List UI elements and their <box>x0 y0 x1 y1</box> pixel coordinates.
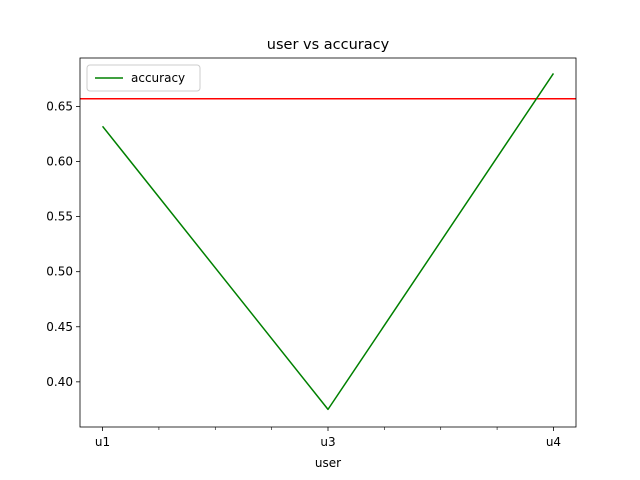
y-tick-label-1: 0.45 <box>46 320 73 334</box>
y-tick-label-4: 0.60 <box>46 155 73 169</box>
y-tick-label-5: 0.65 <box>46 99 73 113</box>
plot-frame <box>79 57 577 428</box>
plot-area: 0.40 0.45 0.50 0.55 0.60 0.65 u1 u3 u4 accuracy <box>46 57 577 449</box>
series-line-0 <box>101 73 555 411</box>
x-axis-label: user <box>315 456 341 470</box>
y-tick-label-2: 0.50 <box>46 265 73 279</box>
legend-box <box>86 64 201 92</box>
x-tick-label-1: u3 <box>320 435 335 449</box>
x-tick-label-0: u1 <box>95 435 110 449</box>
chart-title: user vs accuracy <box>267 37 390 53</box>
y-tick-label-0: 0.40 <box>46 375 73 389</box>
y-tick-label-3: 0.55 <box>46 210 73 224</box>
legend-label-0: accuracy <box>131 71 185 85</box>
x-tick-label-2: u4 <box>546 435 561 449</box>
